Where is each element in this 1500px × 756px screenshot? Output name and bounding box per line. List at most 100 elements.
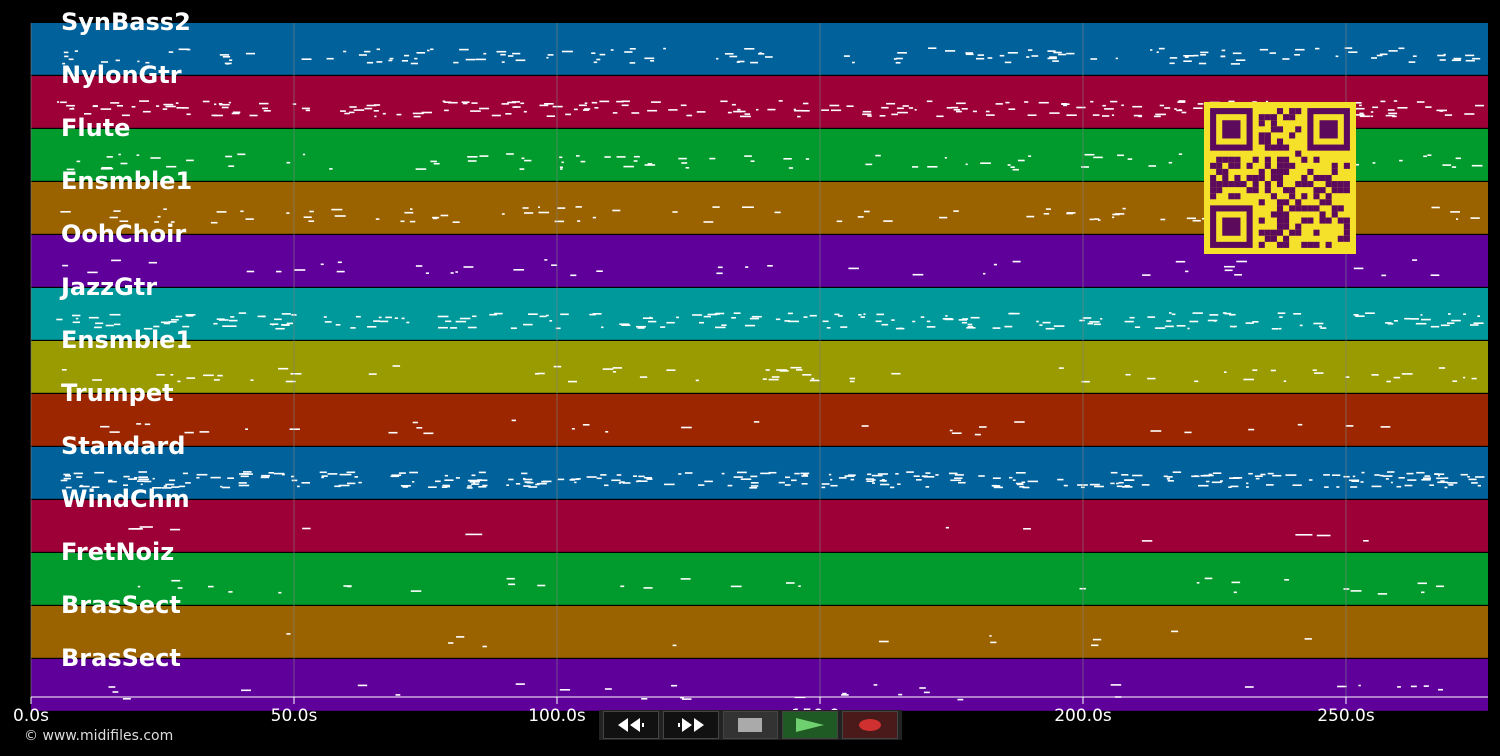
note (733, 476, 743, 478)
note (828, 473, 832, 476)
note (1390, 481, 1393, 484)
qr-module (1325, 193, 1332, 200)
note (123, 484, 128, 486)
note (281, 313, 291, 315)
note (358, 481, 362, 484)
note (232, 111, 241, 114)
note (1193, 107, 1203, 109)
note (1166, 476, 1173, 478)
note (1042, 321, 1051, 324)
note (1147, 316, 1156, 318)
track-notes (286, 630, 1312, 648)
note (1397, 686, 1401, 688)
tick-label: 50.0s (270, 706, 318, 726)
qr-module (1283, 156, 1290, 163)
note (358, 54, 367, 56)
note (210, 476, 221, 479)
note (294, 269, 306, 271)
note (139, 526, 153, 528)
note (1090, 58, 1098, 60)
note (496, 50, 507, 53)
rewind-button[interactable] (603, 711, 659, 739)
note (166, 165, 177, 168)
note (736, 61, 740, 63)
note (472, 315, 477, 318)
note (301, 482, 310, 484)
note (1049, 112, 1060, 114)
note (108, 480, 117, 483)
qr-module (1276, 205, 1284, 212)
note (684, 472, 693, 474)
note (396, 113, 402, 116)
note (745, 266, 749, 268)
note (1471, 482, 1478, 484)
note (644, 57, 655, 60)
note (73, 472, 83, 475)
note (271, 323, 274, 326)
note (469, 481, 480, 483)
note (744, 155, 752, 157)
note (619, 481, 625, 483)
note (1228, 100, 1235, 103)
note (788, 167, 794, 169)
note (1134, 326, 1141, 328)
note (1008, 108, 1016, 110)
note (647, 163, 653, 165)
note (879, 479, 887, 482)
fast-forward-button[interactable] (662, 711, 719, 739)
note (305, 109, 310, 112)
note (109, 313, 121, 316)
note (768, 471, 777, 474)
note (570, 274, 577, 277)
note (1178, 100, 1186, 102)
note (638, 480, 648, 482)
note (1081, 380, 1090, 383)
note (802, 102, 809, 105)
note (217, 374, 223, 377)
note (171, 579, 181, 582)
note (1167, 480, 1174, 482)
play-button[interactable] (782, 711, 839, 739)
qr-module (1270, 174, 1277, 182)
note (950, 106, 959, 109)
qr-module (1301, 174, 1308, 182)
note (604, 156, 611, 158)
note (1350, 486, 1358, 488)
note (320, 263, 324, 266)
note (939, 216, 948, 219)
track-lane (31, 553, 1488, 605)
record-button[interactable] (842, 711, 898, 739)
note (446, 485, 451, 488)
note (1007, 52, 1018, 54)
note (990, 641, 997, 644)
note (1150, 49, 1153, 51)
note (1353, 267, 1364, 270)
stop-button[interactable] (722, 711, 779, 739)
note (1463, 313, 1466, 315)
note (539, 315, 547, 318)
note (784, 484, 791, 486)
note (60, 479, 68, 482)
note (1245, 322, 1254, 324)
note (1412, 55, 1417, 57)
note (1282, 58, 1290, 60)
note (185, 482, 191, 484)
note (286, 322, 293, 325)
note (1393, 376, 1401, 379)
note (467, 156, 478, 158)
note (1365, 312, 1375, 314)
qr-module (1343, 217, 1350, 224)
track-name: JazzGtr (61, 273, 158, 301)
note (1087, 322, 1093, 325)
note (750, 61, 758, 64)
track-notes (128, 526, 1369, 542)
note (1127, 158, 1133, 160)
note (127, 478, 137, 480)
note (801, 483, 808, 485)
note (1198, 62, 1207, 65)
note (1423, 155, 1427, 158)
note (897, 483, 901, 485)
note (745, 324, 756, 327)
note (528, 313, 538, 315)
